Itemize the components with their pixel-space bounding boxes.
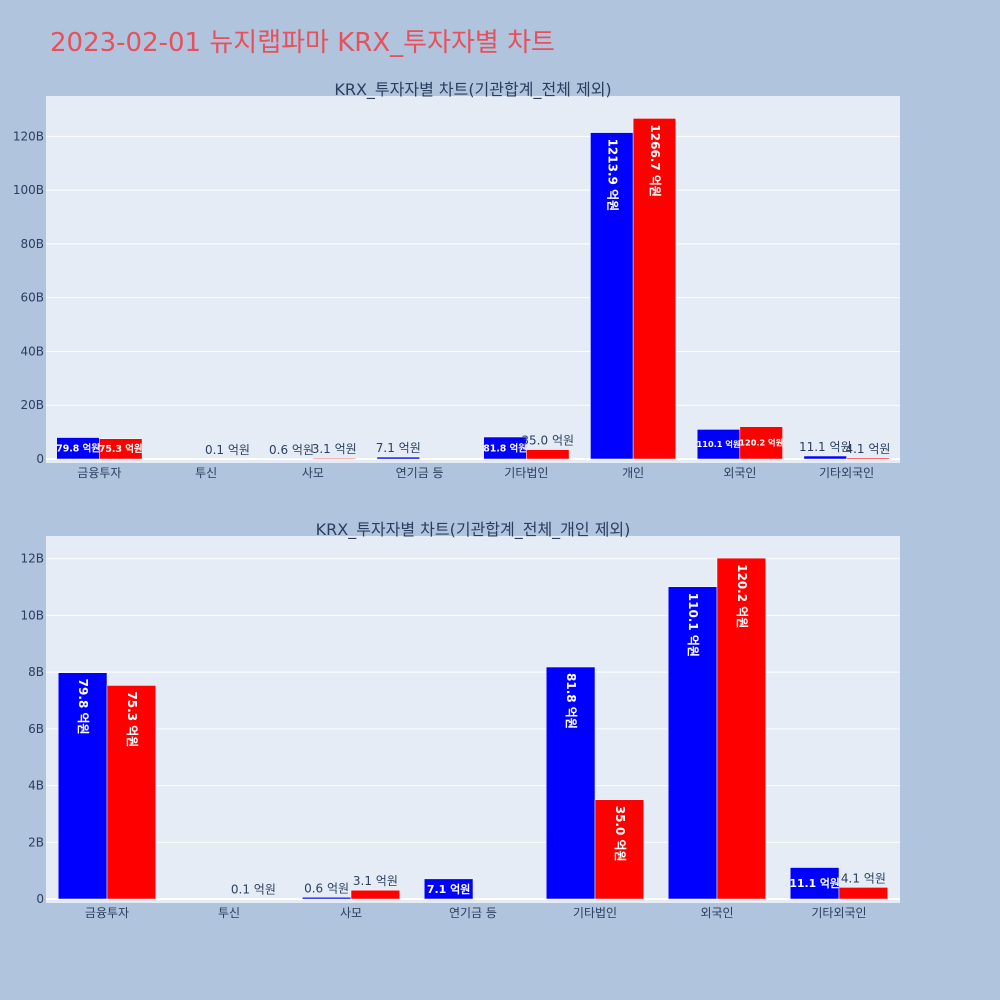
chart1-bar [483, 436, 527, 460]
chart1-bar [696, 429, 741, 460]
chart1-data-label: 0.1 억원 [205, 443, 250, 457]
chart2-bar [301, 897, 352, 900]
chart1-y-tick-label: 20B [20, 398, 44, 412]
chart2-x-tick-label: 기타외국인 [811, 906, 866, 920]
chart2-y-tick-label: 6B [28, 722, 44, 736]
chart1-y-tick-label: 0 [36, 452, 44, 466]
chart2-data-label: 0.1 억원 [231, 883, 276, 897]
chart2-data-label: 35.0 억원 [613, 806, 627, 862]
chart1-y-tick-label: 80B [20, 237, 44, 251]
chart1-y-tick-label: 40B [20, 344, 44, 358]
chart2-x-tick-label: 사모 [340, 906, 362, 920]
chart1-x-tick-label: 금융투자 [77, 466, 121, 480]
chart2-plot-area [46, 536, 900, 903]
chart1-title: KRX_투자자별 차트(기관합계_전체 제외) [334, 80, 611, 100]
chart2-bar [789, 867, 840, 900]
chart1-data-label: 4.1 억원 [845, 442, 890, 456]
chart1-y-tick-label: 120B [13, 129, 44, 143]
chart1-bar [590, 132, 634, 460]
chart2-y-tick-label: 12B [20, 552, 44, 566]
chart2-data-label: 79.8 억원 [76, 679, 90, 735]
chart2-bar [716, 557, 767, 900]
chart1-data-label: 75.3 억원 [99, 443, 143, 455]
chart2-y-tick-label: 8B [28, 665, 44, 679]
chart2-data-label: 7.1 억원 [427, 882, 471, 896]
chart2-bar [594, 799, 645, 900]
page-title: 2023-02-01 뉴지랩파마 KRX_투자자별 차트 [50, 28, 555, 58]
chart2-data-label: 110.1 억원 [686, 593, 700, 657]
chart1-x-tick-label: 연기금 등 [396, 466, 444, 480]
chart1-bar [846, 457, 890, 460]
chart1-bar [312, 457, 356, 460]
chart2-x-tick-label: 금융투자 [85, 906, 129, 920]
chart1-bar [739, 426, 783, 460]
chart1-bar [99, 438, 143, 460]
chart1-data-label: 7.1 억원 [376, 441, 421, 455]
chart1-data-label: 3.1 억원 [312, 442, 357, 456]
chart2-y-tick-label: 10B [20, 608, 44, 622]
chart2-bar [350, 889, 401, 900]
chart2-bar [423, 878, 474, 900]
chart2-y-tick-label: 0 [36, 892, 44, 906]
chart1-data-label: 120.2 억원 [739, 438, 783, 448]
chart1-bar [376, 456, 420, 460]
chart2-data-label: 3.1 억원 [353, 874, 398, 888]
chart2-bar [545, 666, 596, 900]
chart2-bar [667, 586, 718, 900]
chart1-y-tick-label: 60B [20, 291, 44, 305]
chart1-data-label: 0.6 억원 [269, 443, 314, 457]
chart1-data-label: 81.8 억원 [483, 442, 527, 454]
chart1-x-tick-label: 외국인 [723, 466, 756, 480]
chart2-x-tick-label: 외국인 [700, 906, 733, 920]
chart2-bar [838, 887, 889, 900]
chart2-data-label: 120.2 억원 [735, 564, 749, 628]
chart2-y-tick-label: 2B [28, 835, 44, 849]
chart2-data-label: 4.1 억원 [841, 871, 886, 885]
chart1-x-tick-label: 사모 [302, 466, 324, 480]
chart2-x-tick-label: 투신 [218, 906, 240, 920]
chart1-y-tick-label: 100B [13, 183, 44, 197]
chart1-data-label: 1266.7 억원 [648, 124, 662, 197]
chart2-title: KRX_투자자별 차트(기관합계_전체_개인 제외) [316, 520, 631, 540]
chart1-bar [803, 455, 847, 460]
chart1-data-label: 35.0 억원 [521, 434, 574, 448]
chart1-x-tick-label: 개인 [622, 466, 644, 480]
chart2-data-label: 81.8 억원 [564, 673, 578, 729]
chart1-bar [632, 118, 677, 460]
chart1-plot-area [46, 96, 900, 463]
chart2-bar [106, 685, 157, 900]
chart1-data-label: 1213.9 억원 [605, 139, 619, 212]
chart2-data-label: 11.1 억원 [789, 876, 839, 890]
chart2-x-tick-label: 기타법인 [573, 906, 617, 920]
chart2-y-tick-label: 4B [28, 779, 44, 793]
chart2-data-label: 0.6 억원 [304, 881, 349, 895]
chart2-x-tick-label: 연기금 등 [449, 906, 497, 920]
chart1-data-label: 11.1 억원 [799, 440, 852, 454]
chart1-bar [526, 449, 570, 460]
chart1-x-tick-label: 투신 [195, 466, 217, 480]
chart1-data-label: 79.8 억원 [56, 443, 100, 455]
chart1-x-tick-label: 기타법인 [504, 466, 548, 480]
chart2-data-label: 75.3 억원 [125, 691, 139, 747]
chart1-data-label: 110.1 억원 [697, 439, 741, 449]
chart1-x-tick-label: 기타외국인 [819, 466, 874, 480]
